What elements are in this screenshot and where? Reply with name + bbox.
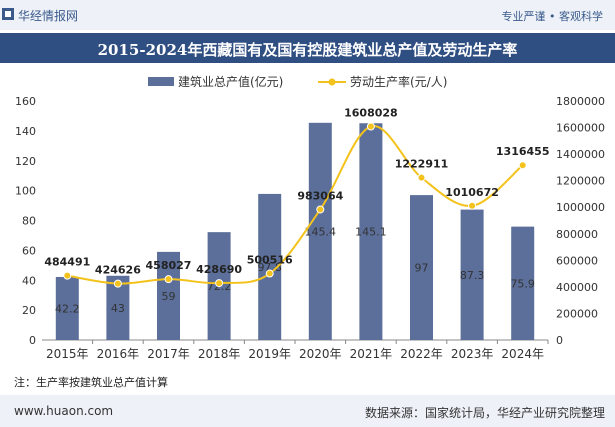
x-tick-label: 2022年	[400, 347, 443, 361]
line-point	[468, 201, 477, 210]
data-source: 数据来源：国家统计局，华经产业研究院整理	[364, 406, 605, 420]
title-bar: 2015-2024年西藏国有及国有控股建筑业总产值及劳动生产率	[0, 33, 615, 63]
y-right-tick-label: 600000	[556, 254, 598, 267]
line-point	[164, 275, 173, 284]
line-point	[113, 279, 122, 288]
chart-title: 2015-2024年西藏国有及国有控股建筑业总产值及劳动生产率	[97, 41, 518, 59]
top-banner: 华经情报网 专业严谨 • 客观科学	[0, 0, 615, 30]
line-point	[417, 173, 426, 182]
y-right-tick-label: 200000	[556, 307, 598, 320]
line-value-label: 1010672	[445, 186, 499, 199]
line-value-label: 458027	[146, 259, 192, 272]
line-value-label: 1222911	[395, 158, 449, 171]
bar	[511, 226, 535, 340]
y-left-tick-label: 80	[22, 215, 36, 228]
bar	[460, 209, 484, 340]
x-tick-label: 2015年	[46, 347, 89, 361]
line-point	[316, 205, 325, 214]
bar	[106, 275, 130, 340]
x-tick-label: 2018年	[198, 347, 241, 361]
bar-value-label: 87.3	[460, 269, 485, 282]
y-left-tick-label: 0	[29, 334, 36, 347]
bar	[157, 251, 180, 340]
x-tick-label: 2021年	[350, 347, 393, 361]
site-url[interactable]: www.huaon.com	[14, 404, 114, 418]
y-right-tick-label: 1600000	[556, 122, 605, 135]
line-value-label: 1316455	[496, 145, 550, 158]
y-right-tick-label: 1200000	[556, 175, 605, 188]
line-point	[518, 161, 527, 170]
y-right-tick-label: 800000	[556, 228, 598, 241]
bar	[55, 276, 79, 340]
x-tick-label: 2020年	[299, 347, 342, 361]
y-right-tick-label: 1000000	[556, 201, 605, 214]
bar-value-label: 97.8	[257, 261, 282, 274]
line-value-label: 424626	[95, 264, 141, 277]
bar-value-label: 75.9	[510, 277, 535, 290]
y-right-tick-label: 1400000	[556, 148, 605, 161]
line-point	[63, 271, 72, 280]
y-right-tick-label: 1800000	[556, 95, 605, 108]
bar	[410, 195, 433, 340]
y-left-tick-label: 60	[22, 244, 36, 257]
line-value-label: 983064	[297, 189, 343, 202]
line-point	[366, 122, 375, 131]
x-tick-label: 2017年	[147, 347, 190, 361]
tagline: 专业严谨 • 客观科学	[501, 10, 603, 23]
line-point	[265, 269, 274, 278]
brand-logo-icon	[2, 8, 14, 20]
bar-value-label: 145.1	[355, 226, 387, 239]
y-right-tick-label: 400000	[556, 281, 598, 294]
bar-value-label: 145.4	[305, 225, 337, 238]
brand-name: 华经情报网	[18, 9, 79, 23]
bar	[258, 193, 282, 340]
x-tick-label: 2016年	[97, 347, 140, 361]
y-left-tick-label: 100	[15, 185, 36, 198]
y-left-tick-label: 120	[15, 155, 36, 168]
footer-bar: www.huaon.com 数据来源：国家统计局，华经产业研究院整理	[0, 395, 615, 427]
bar	[359, 123, 383, 341]
legend-bar-label: 建筑业总产值(亿元)	[178, 74, 283, 89]
line-point	[215, 279, 224, 288]
x-tick-label: 2019年	[248, 347, 291, 361]
y-left-tick-label: 40	[22, 274, 36, 287]
legend-bar-swatch	[148, 77, 174, 86]
legend-line-label: 劳动生产率(元/人)	[350, 74, 447, 89]
bar-value-label: 97	[415, 262, 429, 275]
line-series	[67, 125, 524, 285]
y-left-tick-label: 140	[15, 125, 36, 138]
bar-value-label: 42.2	[55, 302, 80, 315]
chart-area: 0 20 40 60 80 100 120 140 160 0 200000 400000 600000…	[15, 74, 605, 361]
y-left-tick-label: 20	[22, 304, 36, 317]
x-tick-label: 2024年	[501, 347, 544, 361]
line-value-label: 1608028	[344, 106, 398, 119]
bar	[308, 122, 332, 340]
bar-value-label: 59	[162, 290, 176, 303]
line-value-label: 428690	[196, 263, 242, 276]
legend-line-marker	[328, 78, 336, 86]
y-right-tick-label: 0	[556, 334, 563, 347]
bar-value-label: 43	[111, 302, 125, 315]
line-value-label: 500516	[247, 254, 293, 267]
x-tick-label: 2023年	[451, 347, 494, 361]
line-value-label: 484491	[44, 256, 90, 269]
chart-note: 注：生产率按建筑业总产值计算	[14, 376, 168, 389]
y-left-tick-label: 160	[15, 95, 36, 108]
